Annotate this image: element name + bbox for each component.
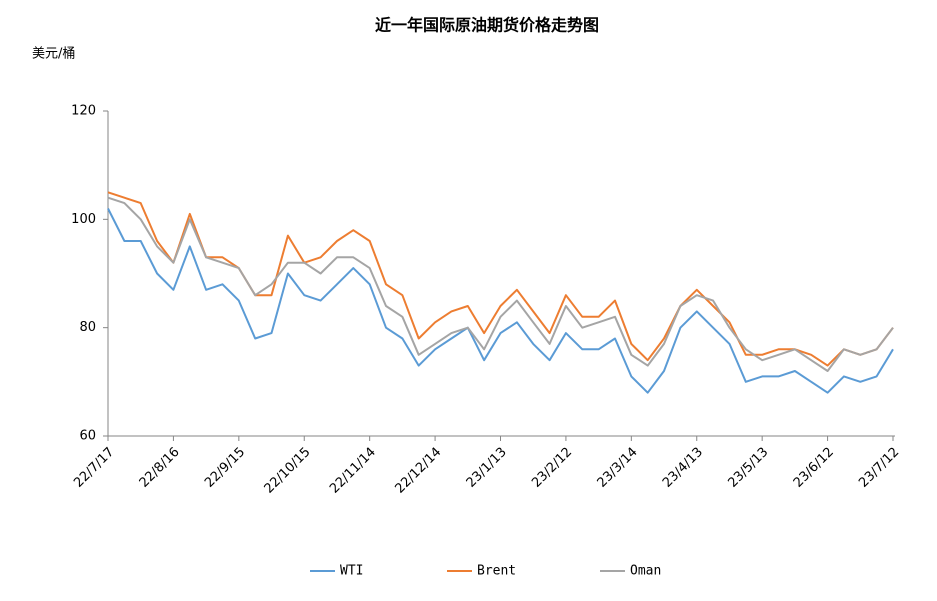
y-tick-label: 60 — [79, 429, 96, 444]
series-line — [107, 208, 894, 394]
x-tick-label: 22/12/14 — [392, 445, 444, 497]
x-tick-label: 23/5/13 — [725, 445, 771, 491]
x-tick-label: 23/6/12 — [791, 445, 837, 491]
x-tick-label: 22/10/15 — [262, 445, 314, 497]
x-tick-label: 22/8/16 — [137, 445, 183, 491]
x-tick-label: 22/11/14 — [327, 445, 379, 497]
x-tick-label: 23/4/13 — [660, 445, 706, 491]
x-tick-label: 23/2/12 — [529, 445, 575, 491]
series-line — [107, 196, 894, 372]
y-tick-label: 120 — [71, 104, 96, 119]
y-tick-label: 100 — [71, 212, 96, 227]
x-tick-label: 22/7/17 — [71, 445, 117, 491]
y-axis-label: 美元/桶 — [32, 47, 75, 62]
legend-label: Oman — [630, 564, 661, 579]
series-line — [107, 191, 894, 367]
y-tick-label: 80 — [79, 320, 96, 335]
legend-label: Brent — [477, 564, 516, 579]
x-tick-label: 23/3/14 — [595, 445, 641, 491]
x-tick-label: 23/1/13 — [464, 445, 510, 491]
chart-title: 近一年国际原油期货价格走势图 — [375, 16, 599, 35]
x-tick-label: 22/9/15 — [202, 445, 248, 491]
x-tick-label: 23/7/12 — [856, 445, 902, 491]
legend-label: WTI — [340, 564, 363, 579]
